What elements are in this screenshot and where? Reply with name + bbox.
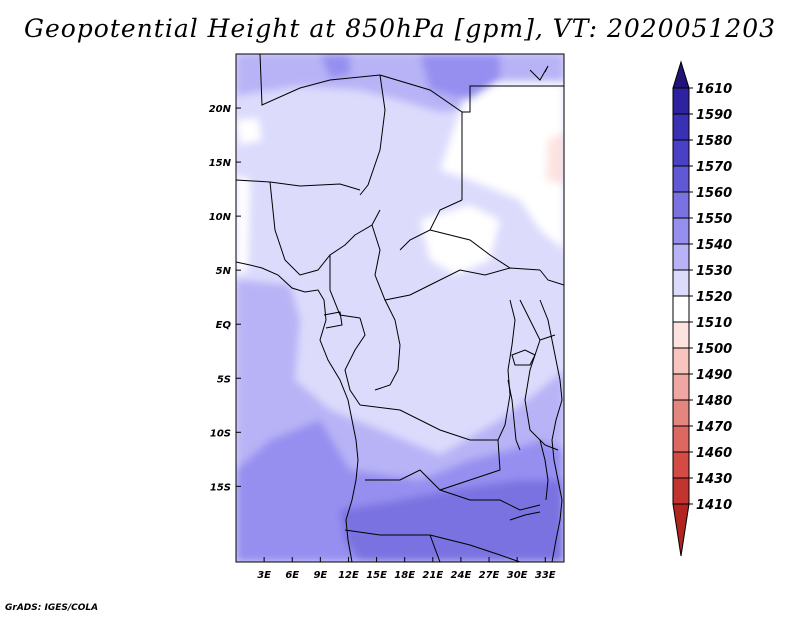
map-plot-area: 3E 6E 9E 12E 15E 18E 21E 24E 27E 30E 33E 20N 15N 10N…: [209, 53, 565, 581]
y-axis-ticks: 20N 15N 10N 5N EQ 5S 10S 15S: [209, 104, 241, 493]
colorbar-label: 1470: [696, 420, 732, 435]
colorbar-swatch: [672, 165, 690, 193]
colorbar-top-arrow: [672, 60, 690, 89]
colorbar-swatch: [672, 321, 690, 349]
colorbar-label: 1610: [696, 82, 732, 97]
field-north-1540b: [320, 54, 350, 78]
boundaries: [236, 54, 564, 562]
coastline-east: [539, 299, 563, 562]
field-white-northeast: [440, 82, 564, 250]
colorbar-bottom-arrow: [672, 503, 690, 557]
border-south-sudan: [429, 229, 511, 269]
map-title: Geopotential Height at 850hPa [gpm], VT:…: [23, 14, 777, 43]
colorbar: 1610 1590 1580 1570 1560 1550 1540 1530 1520 1510…: [672, 60, 732, 557]
y-tick-label: EQ: [216, 320, 232, 331]
field-white-west: [236, 175, 250, 275]
gabon-eq-guinea: [323, 311, 343, 329]
colorbar-label: 1590: [696, 108, 732, 123]
x-tick-label: 15E: [366, 570, 387, 581]
map-frame: [235, 53, 565, 563]
colorbar-swatch: [672, 87, 690, 115]
y-tick-label: 10N: [209, 212, 232, 223]
colorbar-label: 1530: [696, 264, 732, 279]
colorbar-label: 1490: [696, 368, 732, 383]
y-tick-label: 20N: [209, 104, 232, 115]
border-cameroon: [329, 255, 361, 319]
border-namibia: [344, 529, 441, 562]
lake-tanganyika: [507, 379, 521, 451]
y-tick-label: 10S: [210, 428, 231, 439]
field-sw-1550: [236, 535, 300, 562]
x-tick-label: 33E: [535, 570, 556, 581]
border-car: [371, 224, 541, 301]
x-tick-label: 21E: [422, 570, 443, 581]
border-egypt-sudan: [462, 85, 564, 113]
colorbar-label: 1430: [696, 472, 732, 487]
x-axis-ticks: 3E 6E 9E 12E 15E 18E 21E 24E 27E 30E 33E: [257, 557, 556, 581]
border-drc-north: [344, 317, 366, 406]
colorbar-label: 1520: [696, 290, 732, 305]
x-tick-label: 24E: [451, 570, 472, 581]
border-zambia: [439, 489, 541, 511]
colorbar-label: 1540: [696, 238, 732, 253]
x-tick-label: 3E: [257, 570, 271, 581]
field-white-central: [420, 205, 500, 275]
colorbar-swatch: [672, 347, 690, 375]
field-north-1540: [420, 54, 500, 100]
colorbar-label: 1580: [696, 134, 732, 149]
colorbar-swatch: [672, 477, 690, 505]
y-tick-label: 15S: [210, 482, 231, 493]
zambezi-river: [509, 511, 541, 521]
field-pink-east: [546, 132, 564, 185]
colorbar-label: 1500: [696, 342, 732, 357]
grads-credit: GrADS: IGES/COLA: [5, 603, 99, 613]
y-tick-label: 5N: [216, 266, 232, 277]
border-uganda-kenya: [519, 299, 556, 341]
colorbar-swatch: [672, 139, 690, 167]
border-botswana: [429, 534, 521, 562]
colorbar-label: 1460: [696, 446, 732, 461]
y-tick-label: 15N: [209, 158, 232, 169]
border-libya-algeria: [259, 54, 463, 200]
x-tick-label: 30E: [507, 570, 528, 581]
border-nigeria: [269, 181, 381, 276]
height-field: [236, 54, 564, 562]
colorbar-label: 1510: [696, 316, 732, 331]
colorbar-swatch: [672, 399, 690, 427]
border-congo: [374, 299, 401, 391]
y-tick-label: 5S: [217, 374, 231, 385]
colorbar-swatch: [672, 425, 690, 453]
colorbar-label: 1480: [696, 394, 732, 409]
lake-victoria: [511, 349, 536, 366]
colorbar-label: 1570: [696, 160, 732, 175]
x-tick-label: 18E: [394, 570, 415, 581]
coastline-west: [236, 261, 359, 562]
colorbar-label: 1560: [696, 186, 732, 201]
colorbar-swatch: [672, 269, 690, 297]
lake-malawi: [539, 439, 549, 501]
x-tick-label: 9E: [313, 570, 327, 581]
border-niger-chad: [359, 74, 386, 196]
x-tick-label: 6E: [285, 570, 299, 581]
colorbar-swatch: [672, 113, 690, 141]
field-south-1550: [340, 480, 564, 562]
field-white-nw: [236, 118, 262, 145]
colorbar-swatch: [672, 451, 690, 479]
colorbar-label: 1550: [696, 212, 732, 227]
colorbar-swatch: [672, 373, 690, 401]
colorbar-swatch: [672, 217, 690, 245]
x-tick-label: 12E: [338, 570, 359, 581]
border-ethiopia: [539, 269, 564, 286]
colorbar-swatch: [672, 243, 690, 271]
border-drc-east: [497, 299, 516, 441]
colorbar-label: 1410: [696, 498, 732, 513]
colorbar-swatch: [672, 191, 690, 219]
border-mali-niger: [236, 179, 361, 191]
border-tanzania: [524, 339, 559, 451]
x-tick-label: 27E: [479, 570, 500, 581]
red-sea-coast: [529, 65, 549, 81]
colorbar-swatch: [672, 295, 690, 323]
border-angola: [359, 404, 501, 491]
